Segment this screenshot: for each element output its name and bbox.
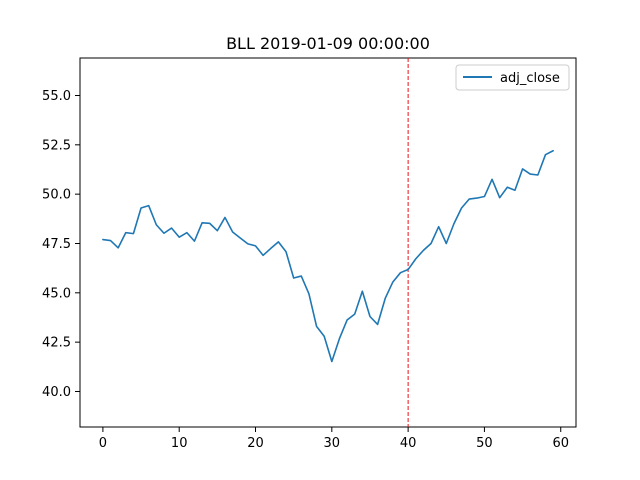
y-tick-label: 52.5 [42, 138, 71, 153]
legend: adj_close [455, 64, 570, 91]
x-tick-label: 20 [247, 436, 264, 451]
legend-label: adj_close [500, 71, 560, 86]
y-tick-label: 45.0 [42, 286, 71, 301]
y-tick-label: 50.0 [42, 188, 71, 203]
chart-title: BLL 2019-01-09 00:00:00 [226, 34, 430, 53]
series-group [102, 149, 554, 363]
x-tick-label: 0 [99, 436, 107, 451]
x-axis: 0 10 20 30 40 50 60 [99, 427, 569, 451]
series-line-adj_close [102, 149, 554, 363]
x-tick-label: 10 [171, 436, 188, 451]
y-tick-label: 55.0 [42, 89, 71, 104]
y-tick-label: 42.5 [42, 336, 71, 351]
y-axis: 40.0 42.5 45.0 47.5 50.0 52.5 55.0 [42, 89, 80, 400]
x-tick-label: 30 [324, 436, 341, 451]
x-tick-label: 40 [400, 436, 417, 451]
axes-frame [79, 57, 577, 428]
y-tick-label: 40.0 [42, 385, 71, 400]
y-tick-label: 47.5 [42, 237, 71, 252]
legend-box [455, 64, 570, 91]
x-tick-label: 60 [552, 436, 569, 451]
plot-area: 0 10 20 30 40 50 60 40.0 42.5 45.0 47.5 50.0 52.5 55… [42, 57, 577, 451]
x-tick-label: 50 [476, 436, 493, 451]
